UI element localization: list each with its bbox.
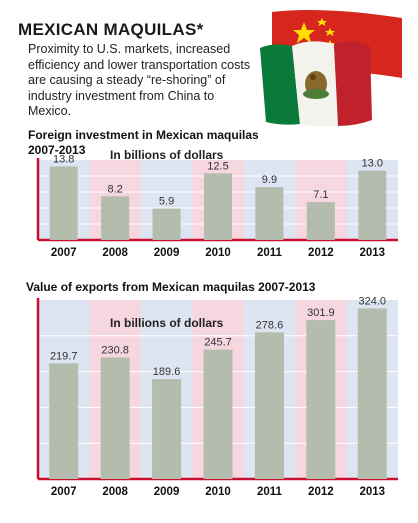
value-label-2013: 324.0 xyxy=(359,295,387,307)
x-tick-label-2007: 2007 xyxy=(51,486,77,498)
x-tick-label-2012: 2012 xyxy=(308,486,334,498)
bar-2008 xyxy=(100,357,130,479)
bar-2008 xyxy=(101,196,130,240)
bar-2010 xyxy=(203,349,233,479)
chart-2-title: Value of exports from Mexican maquilas 2… xyxy=(26,280,316,294)
x-tick-label-2012: 2012 xyxy=(308,247,334,259)
bar-2012 xyxy=(306,320,336,479)
x-tick-label-2008: 2008 xyxy=(102,486,128,498)
x-tick-label-2009: 2009 xyxy=(154,247,180,259)
value-label-2011: 9.9 xyxy=(262,174,277,186)
value-label-2007: 219.7 xyxy=(50,350,78,362)
intro-text: Proximity to U.S. markets, increased eff… xyxy=(28,42,251,118)
x-tick-label-2009: 2009 xyxy=(154,486,180,498)
value-label-2011: 278.6 xyxy=(256,319,284,331)
bar-2013 xyxy=(357,308,387,479)
bar-2007 xyxy=(49,363,79,479)
x-tick-label-2010: 2010 xyxy=(205,486,231,498)
bar-2009 xyxy=(152,379,182,479)
bar-2011 xyxy=(254,332,284,479)
chart-subtitle: In billions of dollars xyxy=(110,148,224,162)
value-label-2012: 301.9 xyxy=(307,307,335,319)
value-label-2007: 13.8 xyxy=(53,153,74,165)
x-tick-label-2008: 2008 xyxy=(102,247,128,259)
x-tick-label-2010: 2010 xyxy=(205,247,231,259)
mexico-china-flag-illustration xyxy=(260,10,402,127)
x-tick-label-2011: 2011 xyxy=(257,247,283,259)
bar-2010 xyxy=(204,173,232,240)
value-label-2008: 230.8 xyxy=(101,344,129,356)
chart-1-title: Foreign investment in Mexican maquilas 2… xyxy=(28,128,259,157)
value-label-2009: 5.9 xyxy=(159,196,174,208)
value-label-2012: 7.1 xyxy=(313,189,328,201)
value-label-2010: 12.5 xyxy=(207,160,228,172)
bar-2009 xyxy=(152,208,181,240)
x-tick-label-2013: 2013 xyxy=(359,247,385,259)
headline: MEXICAN MAQUILAS* xyxy=(18,20,204,39)
bar-2012 xyxy=(306,202,335,240)
value-label-2009: 189.6 xyxy=(153,366,181,378)
x-tick-label-2013: 2013 xyxy=(359,486,385,498)
x-tick-label-2007: 2007 xyxy=(51,247,77,259)
x-tick-label-2011: 2011 xyxy=(257,486,283,498)
bar-2011 xyxy=(255,187,284,240)
value-label-2008: 8.2 xyxy=(107,183,122,195)
chart-subtitle: In billions of dollars xyxy=(110,316,224,330)
value-label-2013: 13.0 xyxy=(362,158,383,170)
bar-2013 xyxy=(358,170,387,240)
value-label-2010: 245.7 xyxy=(204,337,232,349)
bar-2007 xyxy=(49,166,78,240)
